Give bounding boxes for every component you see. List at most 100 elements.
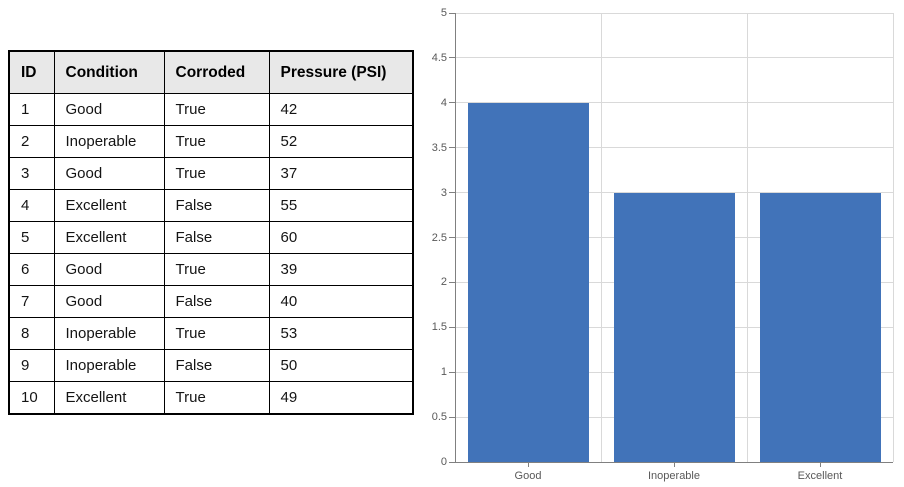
table-cell: Good — [53, 157, 165, 190]
table-cell: 40 — [268, 285, 414, 318]
table-cell: 8 — [8, 317, 55, 350]
table-cell: 42 — [268, 93, 414, 126]
y-axis-tick — [449, 461, 455, 463]
table-cell: False — [163, 285, 270, 318]
column-header: Corroded — [163, 50, 270, 94]
table-row: 9 Inoperable False 50 — [8, 349, 414, 382]
table-cell: True — [163, 93, 270, 126]
table-cell: 5 — [8, 221, 55, 254]
y-axis-tick — [449, 326, 455, 328]
y-axis-tick-label: 4 — [440, 96, 447, 109]
bar-good — [467, 102, 589, 462]
table-cell: 2 — [8, 125, 55, 158]
table-row: 3 Good True 37 — [8, 157, 414, 190]
gridline-horizontal — [455, 102, 893, 104]
table-row: 7 Good False 40 — [8, 285, 414, 318]
table-cell: True — [163, 253, 270, 286]
table-row: 2 Inoperable True 52 — [8, 125, 414, 158]
x-axis-line — [455, 462, 893, 463]
table-row: 5 Excellent False 60 — [8, 221, 414, 254]
y-axis-tick — [449, 237, 455, 238]
table-cell: True — [163, 125, 270, 158]
table-cell: 55 — [268, 189, 414, 222]
table-cell: 60 — [268, 221, 414, 254]
bar-excellent — [759, 192, 881, 462]
plot-area: 0 0.5 1 1.5 2 2.5 3 3.5 4 4.5 5 Good Inoperable Excel… — [432, 7, 894, 482]
table-row: 4 Excellent False 55 — [8, 189, 414, 222]
table-cell: 9 — [8, 349, 55, 382]
column-header: Condition — [53, 50, 165, 94]
y-axis-line — [455, 13, 456, 462]
y-axis-tick-label: 5 — [440, 7, 447, 19]
table-cell: Good — [53, 285, 165, 318]
table-cell: Good — [53, 93, 165, 126]
table-cell: False — [163, 221, 270, 254]
x-axis-category-label: Excellent — [797, 470, 843, 482]
gridline-vertical — [600, 13, 602, 462]
table-cell: 4 — [8, 189, 55, 222]
table-row: 10 Excellent True 49 — [8, 381, 414, 415]
table-cell: 37 — [268, 157, 414, 190]
table-row: 1 Good True 42 — [8, 93, 414, 126]
gridline-horizontal — [455, 12, 893, 14]
bar-chart: 0 0.5 1 1.5 2 2.5 3 3.5 4 4.5 5 Good Inoperable Excel… — [430, 0, 904, 487]
table-cell: 39 — [268, 253, 414, 286]
y-axis-tick-label: 3.5 — [431, 141, 447, 154]
table-cell: True — [163, 381, 270, 415]
y-axis-tick — [449, 371, 455, 373]
gridline-horizontal — [455, 147, 893, 149]
gridline-horizontal — [455, 57, 893, 59]
y-axis-tick-label: 1.5 — [431, 321, 447, 334]
table-header: ID Condition Corroded Pressure (PSI) — [8, 50, 414, 94]
x-axis-category-label: Good — [514, 470, 542, 482]
table-cell: 49 — [268, 381, 414, 415]
table-cell: Excellent — [53, 381, 165, 415]
table-row: 6 Good True 39 — [8, 253, 414, 286]
table-cell: Excellent — [53, 221, 165, 254]
table-cell: 50 — [268, 349, 414, 382]
y-axis-tick-label: 2.5 — [431, 231, 447, 244]
y-axis-tick-label: 0 — [440, 456, 447, 468]
gridline-vertical — [892, 13, 894, 462]
table-cell: Inoperable — [53, 125, 165, 158]
y-axis-tick — [449, 416, 455, 418]
table-cell: 7 — [8, 285, 55, 318]
gridline-vertical — [746, 13, 748, 462]
table-cell: 52 — [268, 125, 414, 158]
table-cell: False — [163, 189, 270, 222]
y-axis-tick — [449, 281, 455, 283]
y-axis-tick-label: 2 — [440, 276, 447, 289]
table-cell: 10 — [8, 381, 55, 415]
table-body: 1 Good True 42 2 Inoperable True 52 3 Good True 37 4… — [8, 93, 414, 415]
column-header: ID — [8, 50, 55, 94]
table-cell: Good — [53, 253, 165, 286]
y-axis-tick — [449, 147, 455, 149]
table-cell: True — [163, 157, 270, 190]
table-cell: Inoperable — [53, 317, 165, 350]
table-cell: False — [163, 349, 270, 382]
x-axis-tick — [528, 462, 529, 467]
table-cell: 6 — [8, 253, 55, 286]
data-table: ID Condition Corroded Pressure (PSI) 1 Good T… — [8, 50, 414, 415]
table-cell: True — [163, 317, 270, 350]
y-axis-tick — [449, 192, 455, 194]
y-axis-tick-label: 1 — [440, 366, 447, 379]
y-axis-tick — [449, 12, 455, 14]
x-axis-category-label: Inoperable — [648, 470, 700, 482]
table-cell: 53 — [268, 317, 414, 350]
y-axis-tick — [449, 57, 455, 59]
table-cell: 1 — [8, 93, 55, 126]
table-cell: Excellent — [53, 189, 165, 222]
table-cell: Inoperable — [53, 349, 165, 382]
x-axis-tick — [820, 462, 821, 467]
table-row: 8 Inoperable True 53 — [8, 317, 414, 350]
y-axis-tick — [449, 102, 455, 104]
table-cell: 3 — [8, 157, 55, 190]
column-header: Pressure (PSI) — [268, 50, 414, 94]
x-axis-tick — [674, 462, 675, 467]
y-axis-tick-label: 4.5 — [431, 51, 447, 64]
table-header-row: ID Condition Corroded Pressure (PSI) — [8, 50, 414, 94]
bar-inoperable — [613, 192, 735, 462]
y-axis-tick-label: 0.5 — [431, 411, 447, 424]
